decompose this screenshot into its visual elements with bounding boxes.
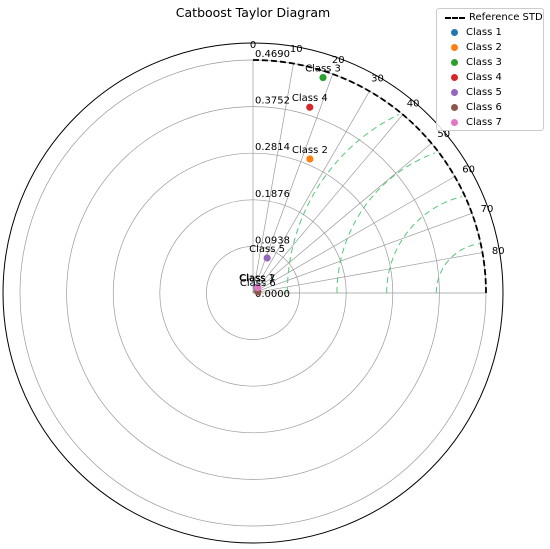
angle-tick-label: 10 [290, 44, 303, 55]
angle-spoke [252, 142, 432, 294]
data-point-label: Class 1 [239, 273, 275, 284]
legend-label: Class 3 [466, 57, 502, 68]
data-point-label: Class 7 [240, 274, 276, 285]
dot-icon [451, 74, 458, 81]
angle-spoke [252, 212, 473, 294]
legend-item-class-5: Class 5 [443, 87, 502, 101]
outer-frame [2, 42, 504, 544]
legend-item-class-3: Class 3 [443, 57, 502, 71]
angle-tick-label: 80 [492, 246, 505, 257]
legend-item-class-7: Class 7 [443, 117, 502, 131]
legend-label: Class 2 [466, 42, 502, 53]
legend-label: Class 1 [466, 27, 502, 38]
dot-icon [451, 29, 458, 36]
legend-label: Class 5 [466, 87, 502, 98]
dot-icon [451, 119, 458, 126]
data-point-label: Class 3 [305, 64, 341, 75]
angle-tick-label: 20 [332, 55, 345, 66]
data-point-label: Class 2 [292, 145, 328, 156]
rmsd-contour-arc [286, 113, 400, 294]
rmsd-contour-arc [386, 196, 463, 294]
reference-std-arc [252, 59, 487, 294]
legend-item-class-4: Class 4 [443, 72, 502, 86]
data-point-label: Class 5 [249, 244, 285, 255]
angle-tick-label: 40 [407, 98, 420, 109]
legend-item-class-1: Class 1 [443, 27, 502, 41]
data-point [319, 73, 327, 82]
dot-icon [451, 59, 458, 66]
angle-tick-label: 60 [462, 165, 475, 176]
radial-tick-label: 0.3752 [255, 96, 290, 107]
dot-icon [451, 104, 458, 111]
radial-tick-label: 0.0938 [255, 235, 290, 246]
data-point-label: Class 4 [292, 93, 328, 104]
legend-item-reference-std: Reference STD [443, 12, 543, 26]
data-point-labels: Class 1 Class 2 Class 3 Class 4 Class 5 Class… [239, 64, 341, 289]
data-point [306, 103, 314, 111]
data-point [306, 155, 314, 163]
rmsd-contours [286, 113, 480, 294]
angle-spoke [252, 176, 455, 294]
angle-spoke [252, 91, 370, 294]
legend-label: Class 7 [466, 117, 502, 128]
rmsd-contour-arc [336, 152, 436, 294]
data-points [253, 73, 327, 296]
radial-tick-label: 0.0000 [255, 289, 290, 300]
data-point-label: Class 6 [240, 278, 276, 289]
dot-icon [451, 89, 458, 96]
angle-spoke [252, 63, 294, 294]
legend-label: Class 6 [466, 102, 502, 113]
angle-tick-label: 0 [250, 40, 256, 51]
radial-tick-label: 0.4690 [255, 49, 290, 60]
dashed-line-icon [445, 16, 465, 19]
legend-label: Class 4 [466, 72, 502, 83]
rmsd-contour-arc [435, 243, 480, 294]
angle-tick-label: 70 [481, 204, 494, 215]
radial-tick-labels: 0.0000 0.0938 0.1876 0.2814 0.3752 0.4690 [255, 49, 290, 300]
angle-spoke [252, 252, 483, 294]
chart-title: Catboost Taylor Diagram [176, 5, 330, 20]
angle-tick-labels: 0 10 20 30 40 50 60 70 80 [250, 40, 505, 257]
legend-item-class-2: Class 2 [443, 42, 502, 56]
radial-tick-label: 0.2814 [255, 142, 290, 153]
angle-tick-label: 30 [371, 73, 384, 84]
polar-grid [2, 42, 504, 544]
legend-label: Reference STD [469, 12, 543, 23]
data-point [253, 284, 262, 292]
legend-item-class-6: Class 6 [443, 102, 502, 116]
dot-icon [451, 44, 458, 51]
angle-spoke [252, 114, 404, 294]
legend: Reference STD Class 1 Class 2 Class 3 Cl… [436, 8, 544, 131]
radial-tick-label: 0.1876 [255, 189, 290, 200]
data-point [263, 254, 271, 262]
angle-tick-label: 50 [437, 129, 450, 140]
reference-std-arc [252, 59, 487, 294]
